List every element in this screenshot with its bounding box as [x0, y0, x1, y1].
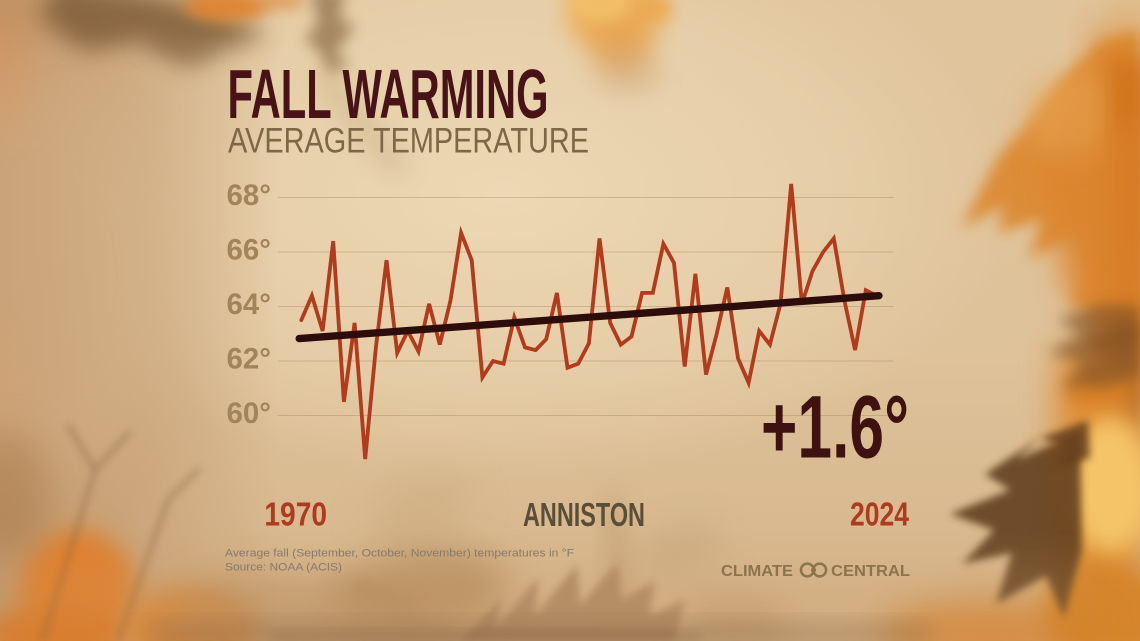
svg-text:Average fall (September, Octob: Average fall (September, October, Novemb…: [225, 548, 575, 560]
svg-text:CENTRAL: CENTRAL: [831, 563, 910, 580]
svg-text:2024: 2024: [850, 497, 909, 534]
svg-text:AVERAGE TEMPERATURE: AVERAGE TEMPERATURE: [228, 121, 589, 160]
svg-text:Source: NOAA (ACIS): Source: NOAA (ACIS): [225, 562, 342, 574]
svg-text:1970: 1970: [264, 497, 327, 534]
svg-text:66°: 66°: [227, 234, 271, 267]
svg-text:CLIMATE: CLIMATE: [721, 563, 793, 580]
svg-text:60°: 60°: [227, 397, 271, 430]
svg-text:64°: 64°: [227, 288, 271, 321]
svg-text:62°: 62°: [227, 343, 271, 376]
svg-text:FALL WARMING: FALL WARMING: [228, 55, 549, 133]
svg-text:ANNISTON: ANNISTON: [523, 496, 645, 533]
svg-text:+1.6°: +1.6°: [761, 377, 909, 477]
svg-text:68°: 68°: [227, 179, 271, 212]
